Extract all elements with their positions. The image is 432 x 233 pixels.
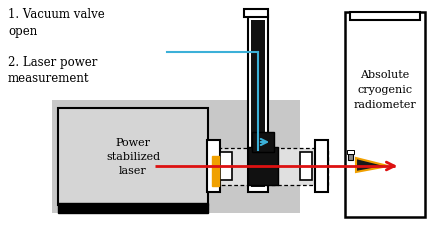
Bar	[248, 15, 268, 192]
Bar	[212, 156, 219, 186]
Bar	[207, 140, 220, 192]
Bar	[350, 12, 420, 20]
Bar	[215, 148, 328, 185]
Bar	[220, 152, 232, 180]
Bar	[58, 203, 208, 213]
Text: 2. Laser power
measurement: 2. Laser power measurement	[8, 56, 97, 86]
Bar	[251, 20, 265, 187]
Text: Absolute
cryogenic
radiometer: Absolute cryogenic radiometer	[354, 70, 416, 110]
Bar	[300, 152, 312, 180]
Bar	[244, 9, 268, 17]
Bar	[58, 108, 208, 205]
Bar	[348, 154, 353, 160]
Bar	[52, 100, 300, 213]
Text: Power
stabilized
laser: Power stabilized laser	[106, 137, 160, 175]
Bar	[347, 150, 354, 154]
Bar	[252, 132, 274, 152]
Polygon shape	[356, 158, 388, 172]
Bar	[315, 140, 328, 192]
Bar	[248, 147, 278, 185]
Text: 1. Vacuum valve
open: 1. Vacuum valve open	[8, 8, 105, 38]
Bar	[345, 12, 425, 217]
